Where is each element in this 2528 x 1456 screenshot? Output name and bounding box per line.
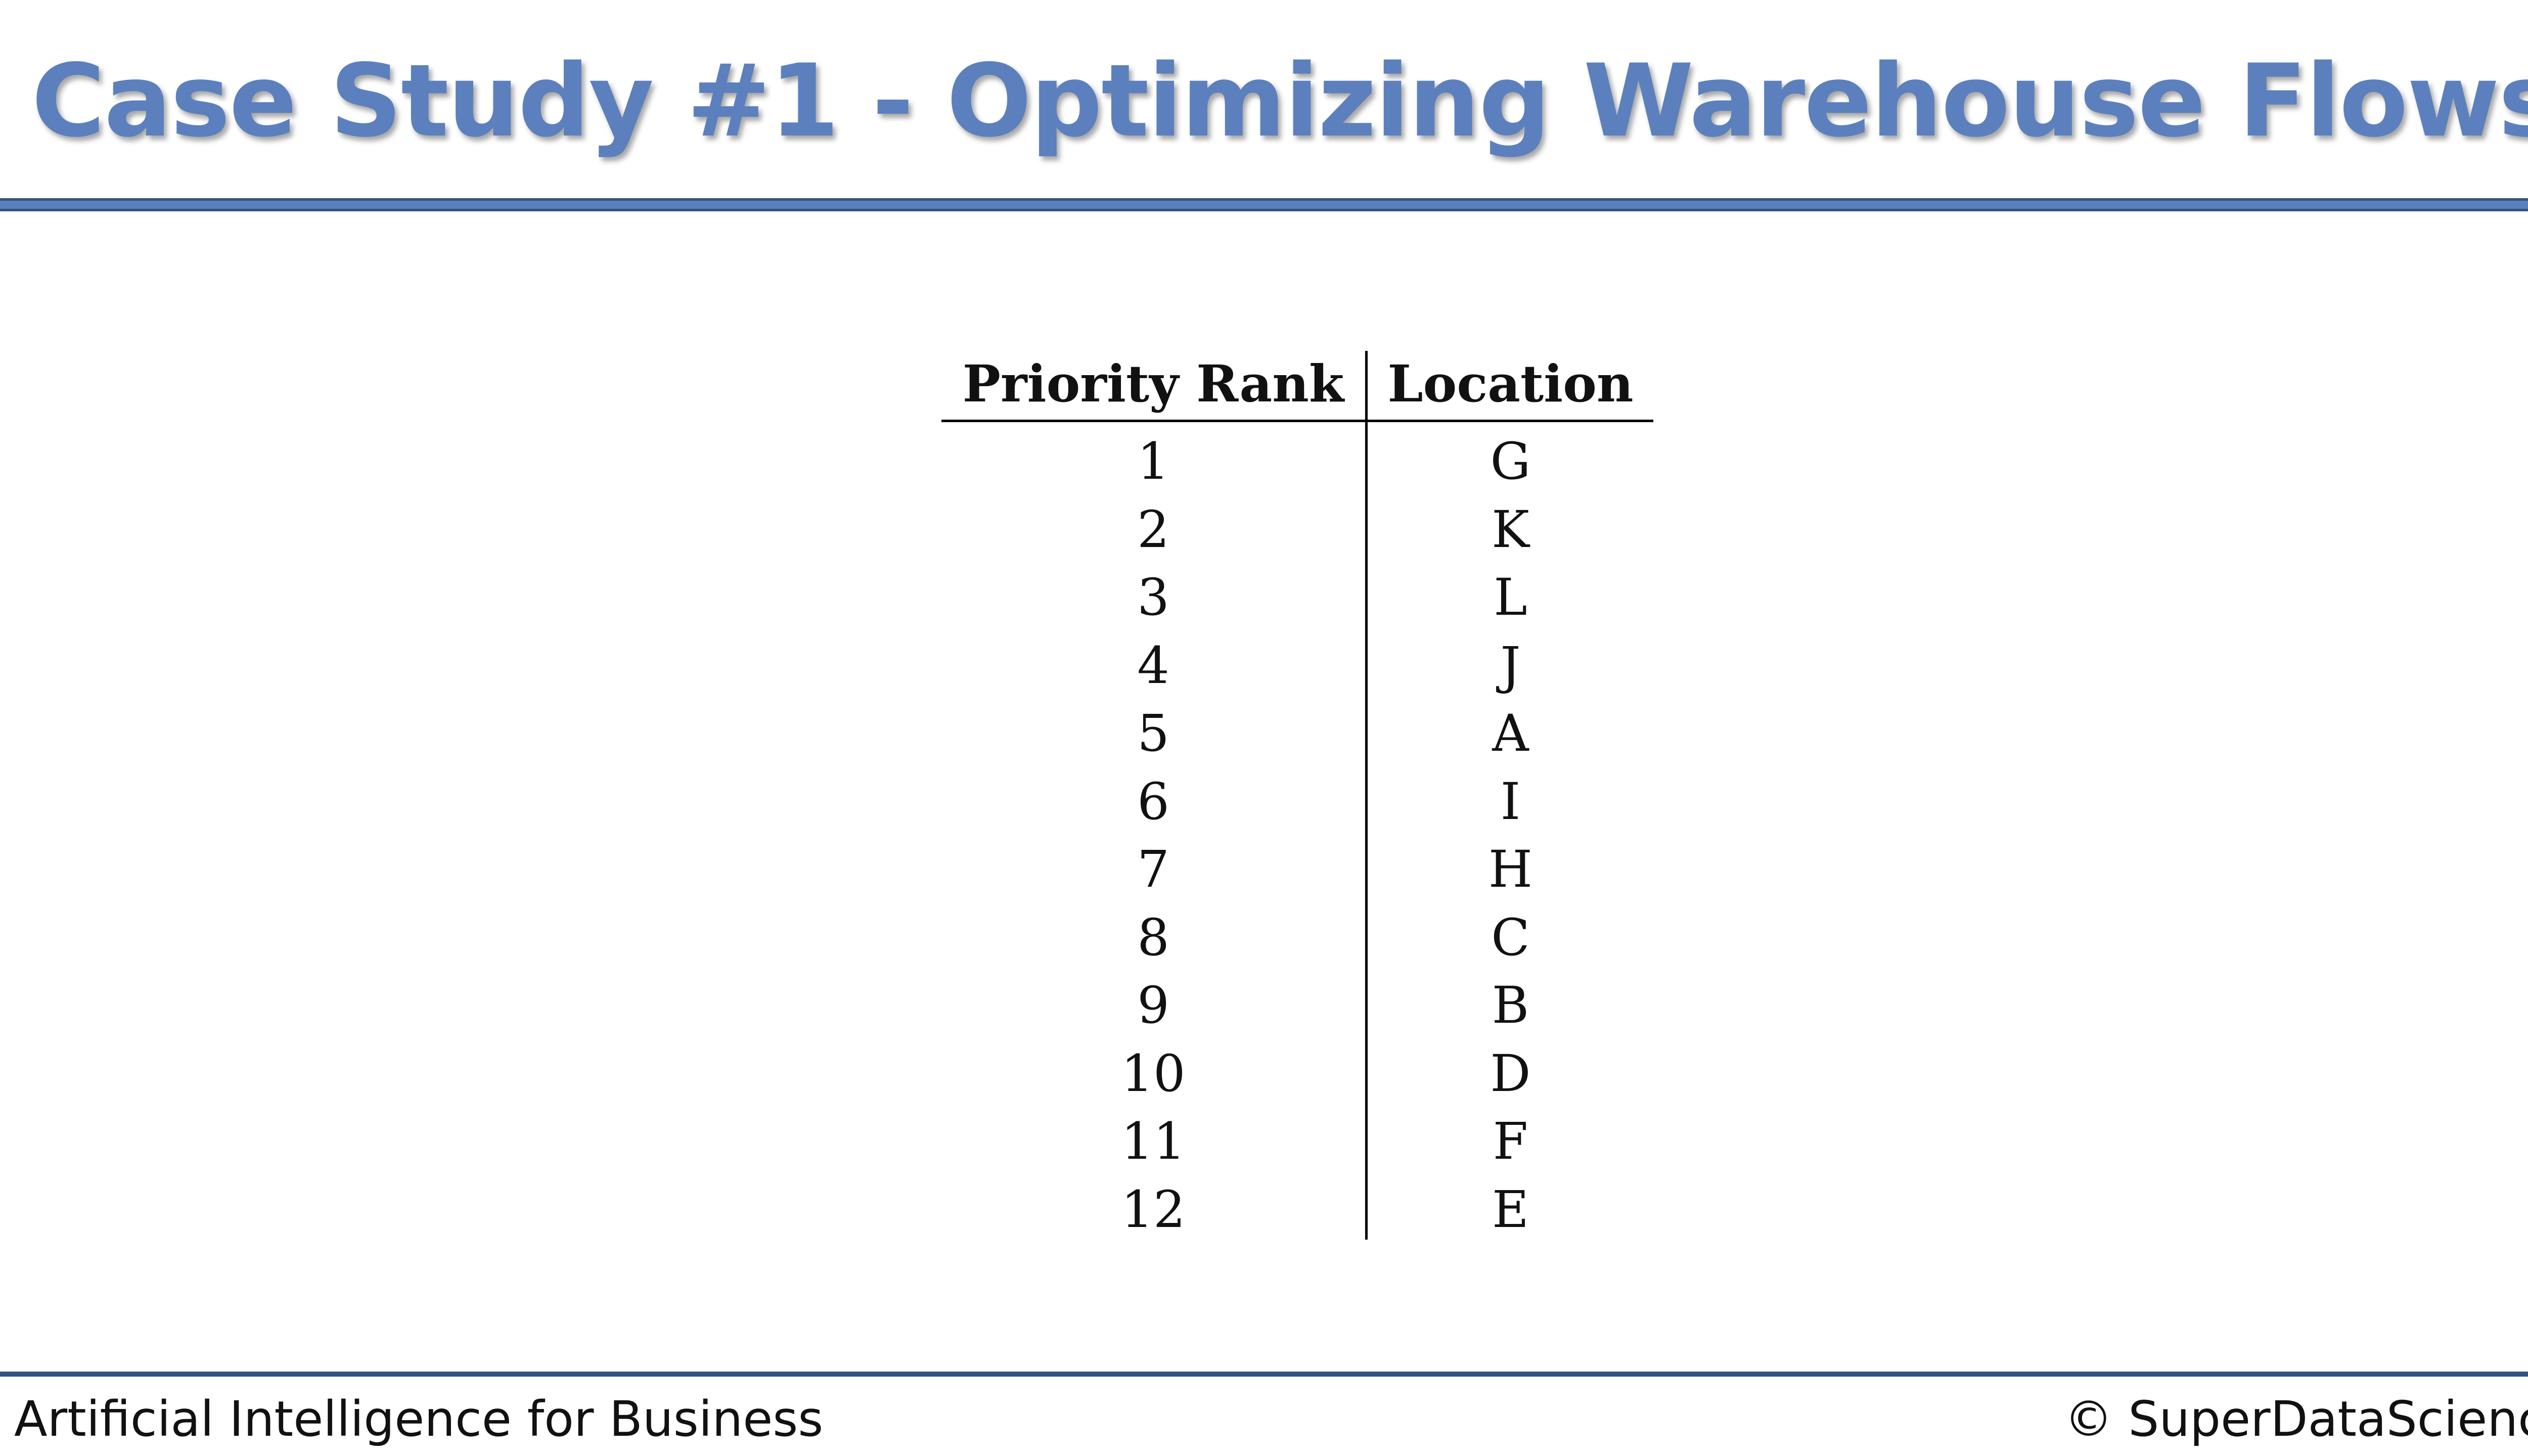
- priority-table: Priority Rank Location 1 G 2 K 3 L 4 J 5…: [941, 351, 1653, 1240]
- table-row: 11 F: [941, 1108, 1653, 1176]
- location-cell: F: [1493, 1112, 1528, 1171]
- location-cell: H: [1488, 840, 1533, 899]
- table-row: 9 B: [941, 972, 1653, 1040]
- header-location: Location: [1387, 354, 1634, 414]
- location-cell: B: [1492, 976, 1529, 1035]
- header-divider: [0, 198, 2528, 211]
- table-body: 1 G 2 K 3 L 4 J 5 A 6 I 7 H 8 C: [941, 428, 1653, 1244]
- table-row: 2 K: [941, 496, 1653, 564]
- rank-cell: 10: [1121, 1043, 1186, 1103]
- table-header-divider: [941, 420, 1653, 422]
- location-cell: I: [1500, 771, 1521, 831]
- location-cell: D: [1490, 1043, 1531, 1103]
- location-cell: G: [1490, 432, 1531, 491]
- rank-cell: 5: [1137, 704, 1169, 763]
- rank-cell: 2: [1137, 499, 1169, 559]
- table-row: 10 D: [941, 1040, 1653, 1108]
- header-priority-rank: Priority Rank: [962, 354, 1344, 414]
- rank-cell: 6: [1137, 771, 1169, 831]
- location-cell: K: [1492, 499, 1529, 559]
- table-row: 8 C: [941, 904, 1653, 972]
- rank-cell: 8: [1137, 907, 1169, 967]
- rank-cell: 1: [1137, 432, 1169, 491]
- footer-divider: [0, 1372, 2528, 1377]
- course-name: Artificial Intelligence for Business: [14, 1391, 824, 1447]
- location-cell: E: [1492, 1179, 1529, 1239]
- slide-title: Case Study #1 - Optimizing Warehouse Flo…: [31, 42, 2528, 159]
- rank-cell: 12: [1121, 1179, 1186, 1239]
- table-row: 5 A: [941, 700, 1653, 768]
- rank-cell: 11: [1121, 1112, 1186, 1171]
- table-row: 4 J: [941, 632, 1653, 700]
- rank-cell: 9: [1137, 976, 1169, 1035]
- location-cell: L: [1494, 568, 1527, 627]
- table-row: 7 H: [941, 836, 1653, 904]
- table-column-divider: [1365, 351, 1368, 1240]
- location-cell: C: [1491, 907, 1530, 967]
- table-row: 12 E: [941, 1176, 1653, 1244]
- table-row: 1 G: [941, 428, 1653, 496]
- rank-cell: 3: [1137, 568, 1169, 627]
- location-cell: A: [1492, 704, 1529, 763]
- table-row: 3 L: [941, 564, 1653, 632]
- copyright-notice: © SuperDataScience: [2064, 1391, 2528, 1447]
- rank-cell: 7: [1137, 840, 1169, 899]
- rank-cell: 4: [1137, 635, 1169, 695]
- table-row: 6 I: [941, 768, 1653, 836]
- location-cell: J: [1500, 635, 1521, 695]
